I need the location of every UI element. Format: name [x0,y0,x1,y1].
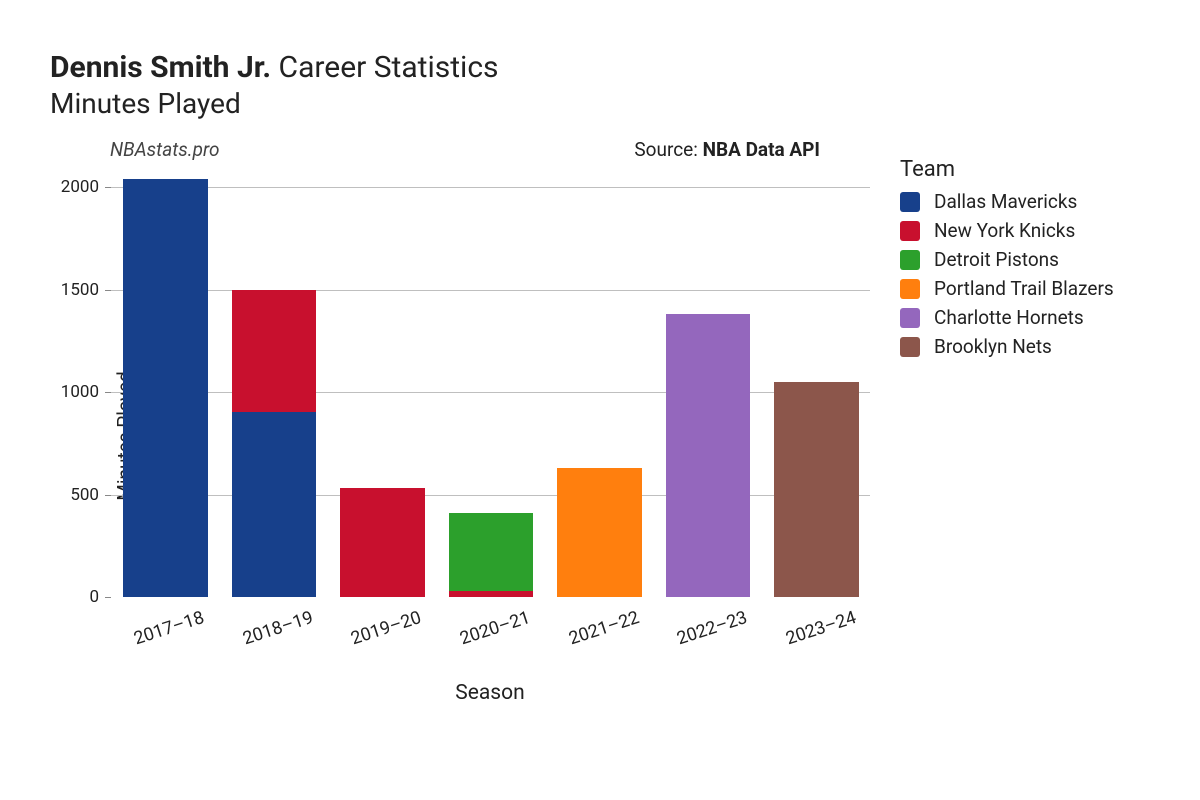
y-tick-label: 2000 [61,177,99,197]
chart-subtitle: Minutes Played [50,87,1160,120]
legend-swatch [900,308,920,328]
player-name: Dennis Smith Jr. [50,50,271,85]
chart-body: Minutes Played 0500100015002000 2017–182… [50,167,1160,705]
legend-title: Team [900,157,1114,182]
x-tick-label: 2018–19 [240,607,315,649]
bar [232,167,317,597]
x-tick-label: 2021–22 [566,607,641,649]
bar-segment [340,488,425,597]
y-tick-label: 500 [70,485,99,505]
bar-segment [123,179,208,597]
x-ticks: 2017–18 2018–19 2019–20 2020–21 2021–22 2022–… [110,597,870,657]
x-tick-label: 2022–23 [674,607,749,649]
y-tick-label: 0 [89,587,99,607]
bar-segment [557,468,642,597]
legend-item: Portland Trail Blazers [900,277,1114,300]
bar-segment [232,412,317,597]
y-tick-label: 1500 [61,280,99,300]
legend-item: Charlotte Hornets [900,306,1114,329]
bars-layer [111,167,870,597]
title-suffix: Career Statistics [279,50,499,85]
bar [666,167,751,597]
legend-swatch [900,192,920,212]
plot-area: 0500100015002000 [110,167,870,597]
x-tick-label: 2020–21 [457,607,532,649]
chart-container: Dennis Smith Jr. Career Statistics Minut… [0,0,1200,800]
watermark-text: NBAstats.pro [110,138,220,161]
legend-label: Brooklyn Nets [934,335,1052,358]
bar-segment [774,382,859,597]
bar [123,167,208,597]
legend-item: Dallas Mavericks [900,190,1114,213]
source-text: Source: NBA Data API [634,138,820,161]
bar-segment [666,314,751,597]
legend-label: Charlotte Hornets [934,306,1084,329]
legend-item: Detroit Pistons [900,248,1114,271]
legend-swatch [900,221,920,241]
source-name: NBA Data API [703,138,820,161]
bar [774,167,859,597]
x-tick-label: 2017–18 [132,607,207,649]
legend-swatch [900,250,920,270]
legend: Team Dallas Mavericks New York Knicks Detr… [900,157,1114,364]
legend-swatch [900,279,920,299]
legend-label: Detroit Pistons [934,248,1059,271]
bar [449,167,534,597]
x-tick-label: 2023–24 [783,607,858,649]
bar [340,167,425,597]
plot-zone: Minutes Played 0500100015002000 2017–182… [110,167,870,705]
legend-label: Portland Trail Blazers [934,277,1114,300]
legend-label: New York Knicks [934,219,1075,242]
legend-item: New York Knicks [900,219,1114,242]
bar-segment [449,513,534,591]
source-prefix: Source: [634,138,702,161]
chart-title: Dennis Smith Jr. Career Statistics [50,50,1160,85]
x-tick-label: 2019–20 [349,607,424,649]
x-axis-label: Season [110,681,870,705]
legend-swatch [900,337,920,357]
bar [557,167,642,597]
legend-label: Dallas Mavericks [934,190,1077,213]
legend-item: Brooklyn Nets [900,335,1114,358]
bar-segment [232,290,317,412]
y-tick-label: 1000 [61,382,99,402]
